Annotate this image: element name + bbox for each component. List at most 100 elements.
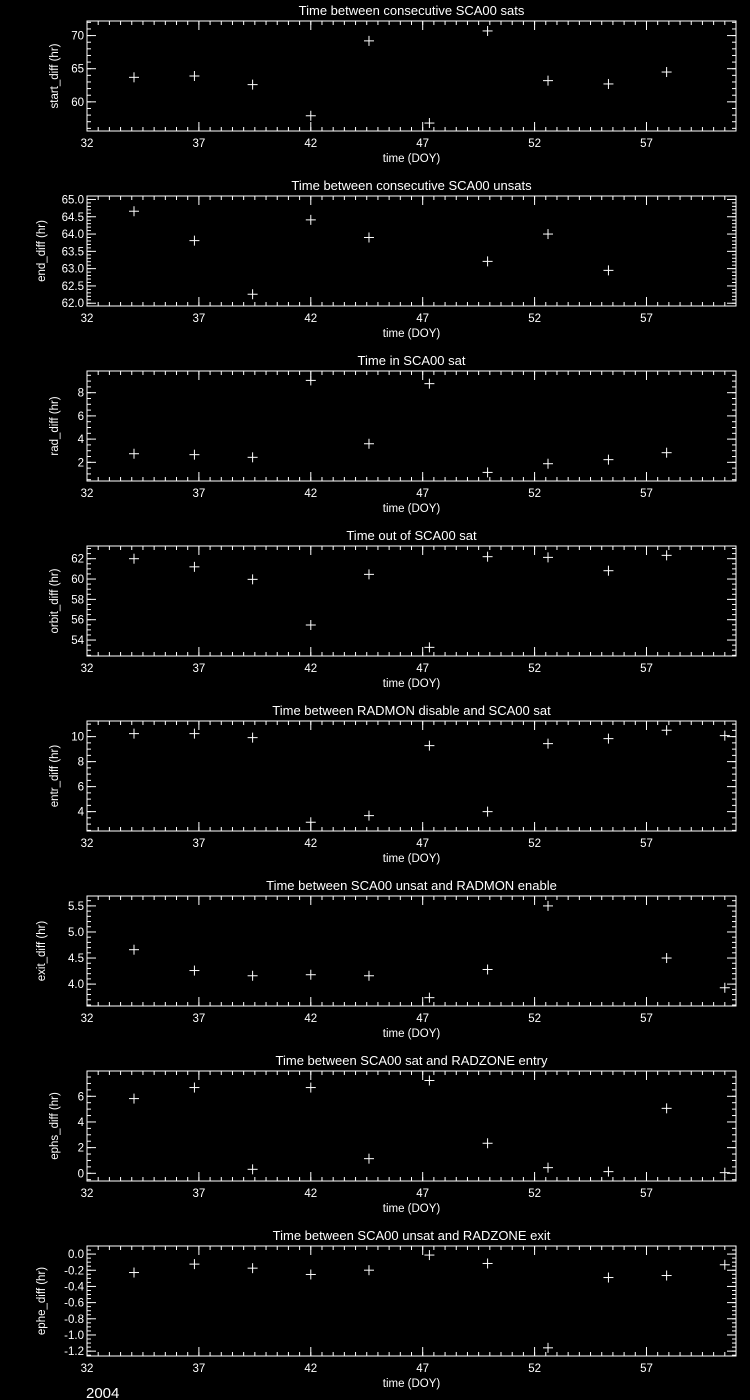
data-point	[128, 1267, 139, 1278]
panel-6: Time between SCA00 unsat and RADMON enab…	[36, 878, 737, 1040]
y-tick-label: 62.5	[62, 281, 84, 293]
data-point	[603, 733, 614, 744]
y-axis-label: end_diff (hr)	[36, 220, 48, 282]
panel-5: Time between RADMON disable and SCA00 sa…	[49, 703, 737, 865]
x-tick-label: 37	[192, 488, 205, 500]
data-point	[482, 1138, 493, 1149]
y-tick-label: 4	[78, 434, 85, 446]
y-axis-label: ephe_diff (hr)	[36, 1267, 48, 1335]
data-point	[305, 214, 316, 225]
data-point	[482, 256, 493, 267]
y-tick-label: 5.0	[68, 927, 84, 939]
x-tick-label: 52	[528, 1188, 541, 1200]
data-point	[603, 78, 614, 89]
y-tick-label: 70	[71, 31, 84, 43]
y-tick-label: -0.6	[64, 1298, 84, 1310]
data-point	[543, 75, 554, 86]
data-point	[543, 900, 554, 911]
data-point	[128, 72, 139, 83]
y-tick-label: 65	[71, 64, 84, 76]
x-tick-label: 42	[304, 138, 317, 150]
data-point	[603, 1272, 614, 1283]
x-tick-label: 32	[81, 313, 94, 325]
y-axis-label: exit_diff (hr)	[36, 921, 48, 982]
y-tick-label: 65.0	[62, 194, 84, 206]
y-tick-label: -0.8	[64, 1314, 84, 1326]
x-tick-label: 57	[640, 488, 653, 500]
data-point	[189, 71, 200, 81]
data-point	[247, 289, 258, 300]
data-point	[482, 551, 493, 562]
y-tick-label: 58	[71, 594, 84, 606]
data-point	[189, 235, 200, 246]
y-tick-label: 0.0	[68, 1249, 84, 1261]
y-tick-label: 5.5	[68, 901, 84, 913]
x-tick-label: 57	[640, 838, 653, 850]
plot-frame	[86, 895, 737, 1007]
y-tick-label: 8	[78, 757, 84, 769]
data-point	[424, 378, 435, 389]
data-point	[363, 810, 374, 821]
y-tick-label: -1.0	[64, 1330, 84, 1342]
data-point	[363, 1153, 374, 1164]
panel-3: Time in SCA00 sat 32 37 42 47 52 57 2 4 6 8 time (D…	[49, 353, 737, 515]
x-axis-label: time (DOY)	[383, 1028, 441, 1040]
y-tick-label: 10	[71, 732, 84, 744]
data-point	[603, 265, 614, 276]
data-point	[128, 448, 139, 459]
panel-8: Time between SCA00 unsat and RADZONE exi…	[36, 1228, 737, 1390]
y-tick-label: 6	[78, 1091, 84, 1103]
data-point	[543, 552, 554, 563]
data-point	[247, 452, 258, 463]
data-point	[363, 569, 374, 580]
panel-title: Time between consecutive SCA00 unsats	[291, 178, 532, 193]
data-point	[482, 1258, 493, 1269]
data-point	[247, 79, 258, 90]
panel-title: Time out of SCA00 sat	[346, 528, 477, 543]
data-point	[424, 1250, 435, 1261]
y-tick-label: 60	[71, 574, 84, 586]
y-tick-label: -0.2	[64, 1265, 84, 1277]
panel-7: Time between SCA00 sat and RADZONE entry…	[49, 1053, 737, 1215]
data-point	[189, 1259, 200, 1270]
y-tick-label: 56	[71, 615, 84, 627]
data-point	[128, 1093, 139, 1104]
y-tick-label: 6	[78, 411, 84, 423]
x-axis-label: time (DOY)	[383, 153, 441, 165]
x-tick-label: 37	[192, 838, 205, 850]
data-point	[482, 964, 493, 975]
data-point	[482, 467, 493, 478]
x-tick-label: 52	[528, 138, 541, 150]
panel-title: Time between consecutive SCA00 sats	[299, 3, 525, 18]
x-tick-label: 42	[304, 1363, 317, 1375]
x-tick-label: 37	[192, 313, 205, 325]
data-point	[305, 1269, 316, 1280]
data-point	[128, 728, 139, 739]
x-tick-label: 42	[304, 838, 317, 850]
data-point	[305, 110, 316, 121]
data-point	[128, 553, 139, 564]
panel-title: Time between SCA00 unsat and RADZONE exi…	[273, 1228, 551, 1243]
data-point	[543, 458, 554, 469]
y-tick-label: 54	[71, 635, 84, 647]
data-point	[305, 969, 316, 980]
y-axis-label: orbit_diff (hr)	[49, 568, 61, 633]
data-point	[661, 1103, 672, 1114]
data-point	[482, 806, 493, 817]
data-point	[363, 438, 374, 449]
data-point	[661, 1270, 672, 1281]
panel-title: Time between RADMON disable and SCA00 sa…	[272, 703, 551, 718]
data-point	[719, 1259, 730, 1270]
x-tick-label: 52	[528, 313, 541, 325]
x-tick-label: 42	[304, 663, 317, 675]
data-point	[424, 992, 435, 1003]
data-point	[247, 1263, 258, 1274]
x-tick-label: 32	[81, 488, 94, 500]
y-tick-label: 64.5	[62, 212, 84, 224]
x-tick-label: 32	[81, 138, 94, 150]
x-tick-label: 42	[304, 488, 317, 500]
panel-title: Time between SCA00 unsat and RADMON enab…	[266, 878, 557, 893]
data-point	[128, 944, 139, 955]
data-point	[661, 725, 672, 736]
x-tick-label: 57	[640, 1013, 653, 1025]
